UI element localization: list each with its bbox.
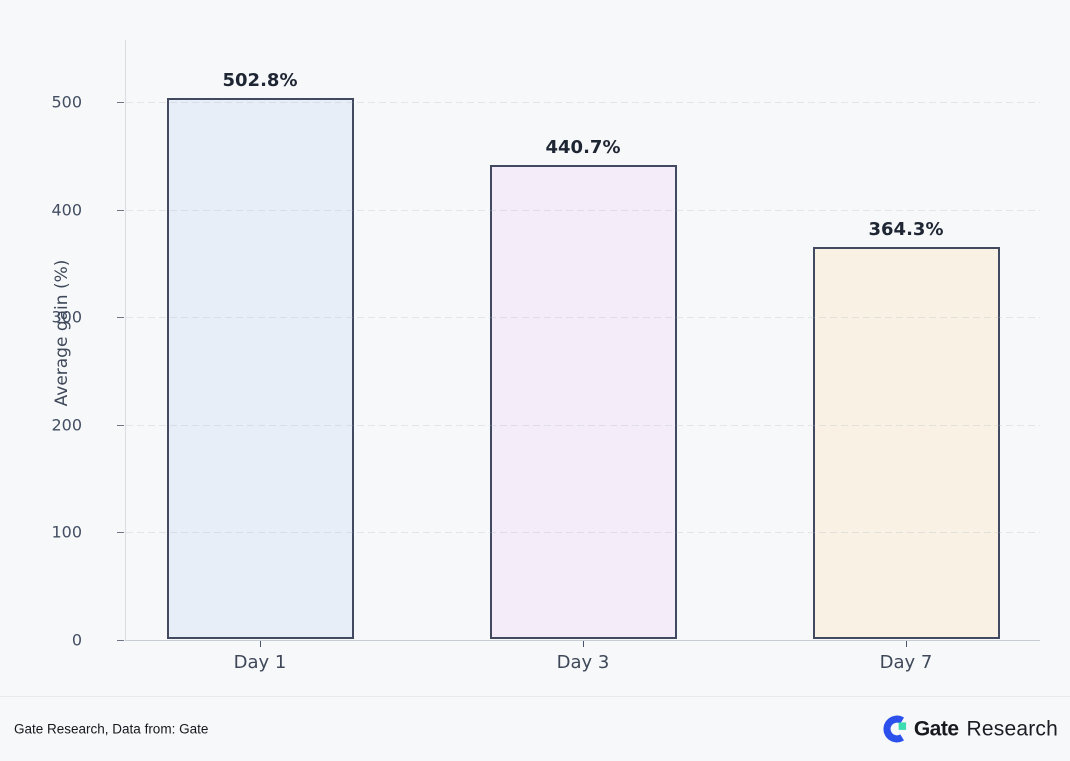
x-tick-label: Day 1 (233, 652, 287, 673)
x-axis-spine (125, 640, 1040, 641)
y-tick-label: 100 (51, 522, 82, 542)
y-tick-label: 400 (51, 200, 82, 220)
bar-value-label: 364.3% (868, 219, 944, 241)
bar-value-label: 502.8% (222, 70, 298, 92)
plot-area: 502.8% 440.7% 364.3% Day 1 Day 3 Day 7 0 100 20… (51, 40, 1040, 673)
y-axis-spine (125, 40, 126, 640)
bar-day-3 (489, 165, 677, 639)
logo-brand-bold: Gate (913, 717, 959, 740)
y-tick-mark (117, 424, 124, 426)
y-tick-label: 0 (71, 630, 82, 650)
y-tick-mark (117, 317, 124, 319)
gate-logo-icon (883, 715, 906, 743)
y-tick-label: 300 (51, 307, 82, 327)
gridline-500 (126, 102, 1040, 104)
gridline-300 (126, 317, 1040, 319)
gridline-100 (126, 532, 1040, 534)
x-tick-label: Day 7 (879, 652, 933, 673)
x-tick-mark (260, 641, 261, 647)
y-tick-mark (117, 102, 124, 104)
y-tick-mark (117, 532, 124, 534)
y-tick-label: 500 (51, 92, 82, 112)
y-tick-label: 200 (51, 415, 82, 435)
x-tick-mark (906, 641, 907, 647)
gridline-400 (126, 209, 1040, 211)
bar-day-1 (166, 98, 354, 639)
footer-source-text: Gate Research, Data from: Gate (14, 721, 209, 737)
footer: Gate Research, Data from: Gate Gate Rese… (0, 696, 1070, 761)
bar-day-7 (812, 247, 1000, 639)
x-tick-mark (583, 641, 584, 647)
x-tick-label: Day 3 (556, 652, 610, 673)
logo-brand-regular: Research (966, 717, 1058, 740)
bar-chart: Average gain (%) 502.8% 440.7% 364.3% Day … (51, 40, 1040, 673)
bar-value-label: 440.7% (545, 137, 621, 159)
gridline-200 (126, 424, 1040, 426)
y-tick-mark (117, 640, 124, 641)
y-tick-mark (117, 209, 124, 211)
y-axis-title: Average gain (%) (52, 259, 72, 407)
footer-logo: Gate Research (883, 715, 1058, 743)
